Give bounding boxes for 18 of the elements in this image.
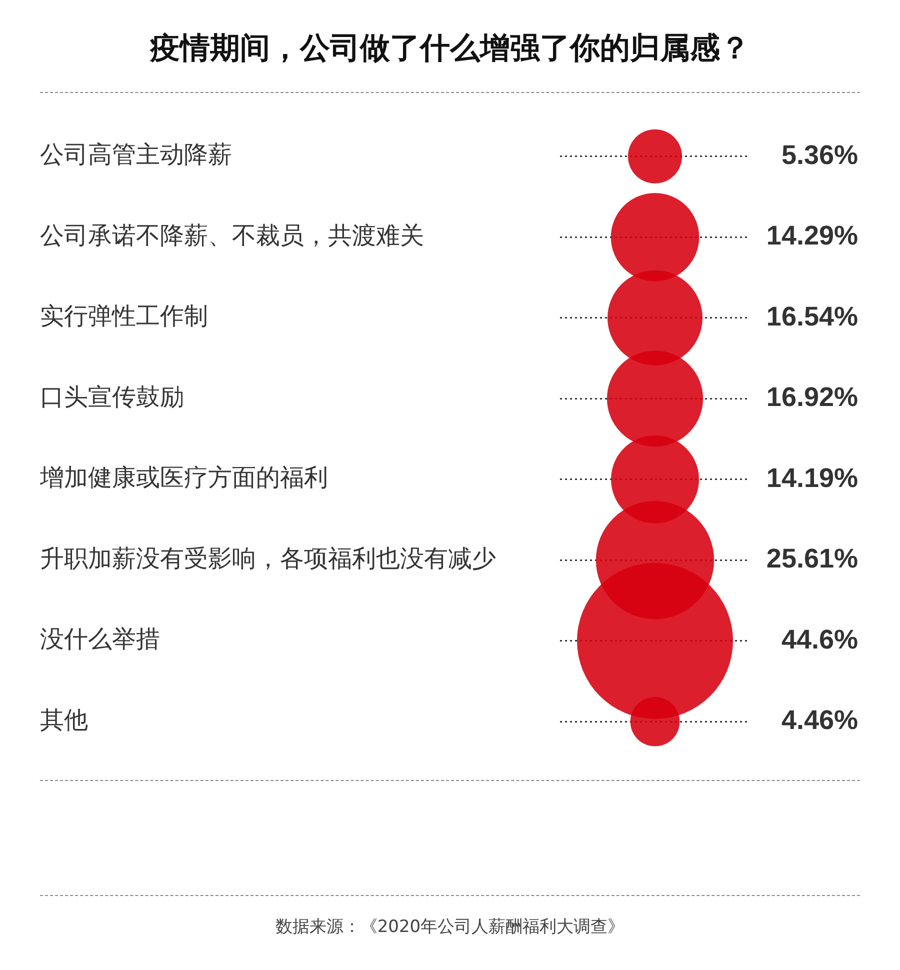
source-note: 数据来源：《2020年公司人薪酬福利大调查》 xyxy=(274,916,626,938)
category-label: 其他 xyxy=(40,706,88,734)
category-label: 实行弹性工作制 xyxy=(40,302,208,330)
text: 疫情期间，公司做了什么增强了你的归属感？ xyxy=(148,30,751,68)
category-label: 升职加薪没有受影响，各项福利也没有减少 xyxy=(40,544,496,572)
category-label: 公司高管主动降薪 xyxy=(40,140,232,169)
data-label: 4.46% xyxy=(781,705,858,736)
data-label: 14.19% xyxy=(766,462,858,493)
category-label: 口头宣传鼓励 xyxy=(40,382,184,411)
data-label: 14.29% xyxy=(766,220,858,251)
data-label: 25.61% xyxy=(766,544,858,574)
category-label: 没什么举措 xyxy=(40,625,160,654)
data-label: 5.36% xyxy=(781,140,858,170)
category-label: 公司承诺不降薪、不裁员，共渡难关 xyxy=(40,221,424,250)
category-label: 增加健康或医疗方面的福利 xyxy=(39,464,328,492)
data-label: 44.6% xyxy=(781,624,858,654)
data-label: 16.54% xyxy=(766,301,858,332)
data-label: 16.92% xyxy=(766,382,858,412)
